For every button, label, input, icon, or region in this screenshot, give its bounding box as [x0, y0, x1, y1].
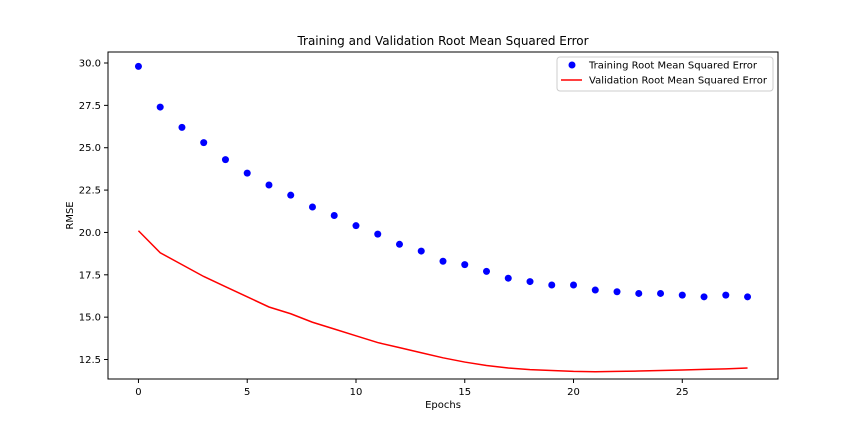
training-data-point	[352, 222, 360, 230]
y-tick-label: 15.0	[79, 313, 101, 324]
training-data-point	[395, 240, 403, 248]
legend-marker-training	[568, 61, 576, 69]
training-data-point	[722, 291, 730, 299]
y-tick-label: 22.5	[79, 186, 101, 197]
y-tick-label: 17.5	[79, 270, 101, 281]
x-tick-label: 15	[458, 387, 471, 398]
y-tick-label: 27.5	[79, 101, 101, 112]
y-tick-label: 30.0	[79, 59, 101, 70]
training-data-point	[287, 191, 295, 199]
legend-box	[556, 56, 774, 92]
training-data-point	[330, 212, 338, 219]
legend-label-training: Training Root Mean Squared Error	[588, 61, 758, 72]
legend-label-validation: Validation Root Mean Squared Error	[589, 76, 768, 87]
training-data-point	[200, 139, 208, 147]
training-data-point	[374, 230, 382, 238]
x-tick-label: 25	[676, 387, 689, 398]
training-data-point	[548, 281, 556, 289]
training-data-point	[221, 156, 229, 164]
training-data-point	[439, 257, 447, 265]
y-tick-label: 25.0	[79, 143, 101, 154]
y-tick-label: 12.5	[79, 355, 101, 366]
training-data-point	[744, 293, 752, 301]
x-axis-label: Epochs	[425, 400, 461, 411]
training-data-point	[570, 281, 578, 289]
training-data-point	[243, 169, 251, 177]
training-data-point	[483, 267, 491, 275]
plot-area: 12.5 15.0 17.5 20.0 22.5 25.0 27.5 30.0 0 5 10 15 2…	[79, 51, 779, 398]
x-tick-label: 5	[244, 387, 250, 398]
training-data-point	[700, 293, 708, 301]
training-data-point	[265, 181, 273, 189]
training-data-point	[678, 291, 686, 299]
training-data-point	[504, 274, 512, 282]
x-tick-label: 0	[135, 387, 141, 398]
training-data-point	[635, 289, 643, 297]
y-tick-label: 20.0	[79, 228, 101, 239]
training-data-point	[156, 103, 164, 111]
training-data-point	[591, 286, 599, 294]
training-data-point	[461, 261, 469, 269]
plot-frame	[107, 51, 779, 380]
y-axis-label: RMSE	[65, 201, 76, 229]
x-tick-label: 20	[567, 387, 580, 398]
training-data-point	[657, 289, 665, 297]
training-data-point	[134, 62, 142, 70]
chart-title: Training and Validation Root Mean Square…	[296, 34, 588, 48]
training-data-point	[308, 203, 316, 211]
training-data-point	[526, 278, 534, 286]
training-data-point	[613, 288, 621, 296]
validation-series-line	[137, 230, 748, 373]
x-axis-ticks: 0 5 10 15 20 25	[135, 379, 689, 398]
training-data-point	[178, 123, 186, 131]
x-tick-label: 10	[350, 387, 363, 398]
legend: Training Root Mean Squared Error Validat…	[556, 56, 774, 92]
y-axis-ticks: 12.5 15.0 17.5 20.0 22.5 25.0 27.5 30.0	[79, 59, 108, 366]
training-data-point	[417, 247, 425, 255]
series-layer	[134, 62, 752, 373]
